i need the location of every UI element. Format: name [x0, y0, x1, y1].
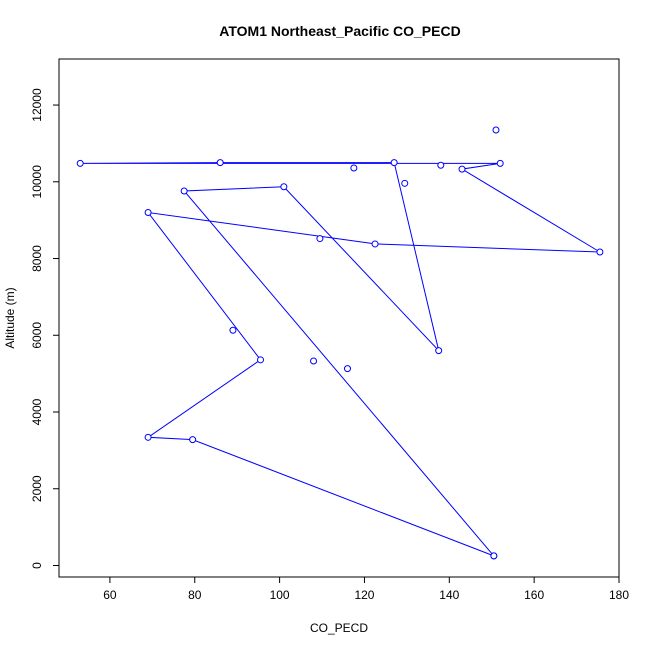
y-tick-label: 6000	[30, 322, 44, 349]
y-axis-label: Altitude (m)	[3, 287, 17, 348]
data-point	[316, 235, 324, 243]
x-tick-label: 140	[439, 588, 459, 602]
data-point	[229, 326, 237, 334]
data-point	[144, 208, 152, 216]
x-tick-label: 80	[188, 588, 202, 602]
data-point	[189, 436, 197, 444]
data-point	[401, 179, 409, 187]
chart-title: ATOM1 Northeast_Pacific CO_PECD	[219, 23, 460, 39]
y-tick-label: 8000	[30, 245, 44, 272]
x-tick-label: 100	[270, 588, 290, 602]
data-point	[343, 365, 351, 373]
y-tick-label: 4000	[30, 398, 44, 425]
y-tick-label: 2000	[30, 475, 44, 502]
series-layer	[76, 126, 604, 560]
data-point	[280, 183, 288, 191]
data-point	[596, 248, 604, 256]
data-point	[76, 159, 84, 167]
y-tick-label: 10000	[30, 165, 44, 199]
data-point	[496, 159, 504, 167]
data-point	[490, 552, 498, 560]
data-point	[492, 126, 500, 134]
y-tick-label: 12000	[30, 88, 44, 122]
data-point	[350, 164, 358, 172]
x-axis: 60 80 100 120 140 160 180	[103, 577, 629, 602]
data-point	[371, 240, 379, 248]
data-point	[144, 433, 152, 441]
data-point	[390, 159, 398, 167]
series-line	[80, 162, 601, 557]
x-tick-label: 60	[103, 588, 117, 602]
x-tick-label: 160	[524, 588, 544, 602]
data-point	[310, 357, 318, 365]
data-point	[437, 161, 445, 169]
data-point	[180, 187, 188, 195]
y-axis: 0 2000 4000 6000 8000 10000 12000	[30, 88, 59, 569]
y-tick-label: 0	[30, 562, 44, 569]
data-point	[458, 165, 466, 173]
x-tick-label: 120	[354, 588, 374, 602]
data-point	[435, 347, 443, 355]
plot-frame	[58, 58, 620, 578]
data-point	[257, 356, 265, 364]
data-point	[216, 159, 224, 167]
x-axis-label: CO_PECD	[310, 621, 368, 635]
x-tick-label: 180	[609, 588, 629, 602]
